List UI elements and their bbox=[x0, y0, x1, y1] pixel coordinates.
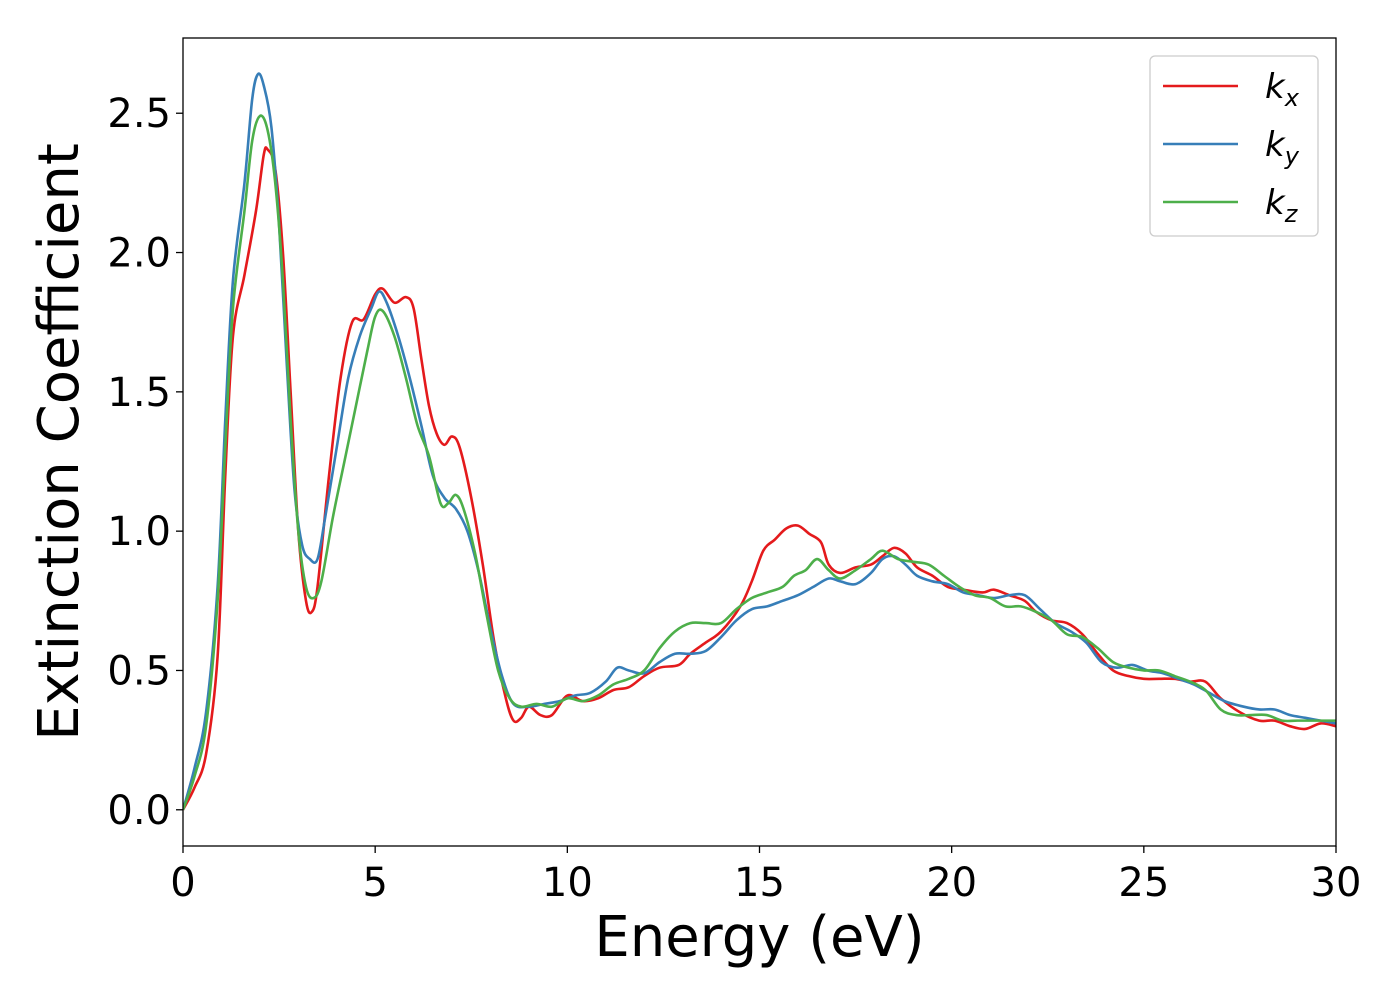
y-tick-label: 2.0 bbox=[107, 231, 171, 277]
y-axis-title: Extinction Coefficient bbox=[27, 143, 92, 741]
x-tick-label: 5 bbox=[362, 860, 387, 906]
series-line-x bbox=[183, 146, 1336, 811]
y-tick-label: 0.5 bbox=[107, 648, 171, 694]
legend-box bbox=[1149, 55, 1319, 237]
x-axis: 0 5 10 15 20 25 30 bbox=[170, 846, 1361, 906]
y-tick-label: 1.0 bbox=[107, 509, 171, 555]
y-tick-label: 0.0 bbox=[107, 788, 171, 834]
legend-label-base: k bbox=[1265, 125, 1286, 165]
y-tick-label: 2.5 bbox=[107, 91, 171, 137]
series-line-z bbox=[183, 114, 1336, 811]
legend-label-base: k bbox=[1265, 183, 1286, 223]
legend-label-x: kx bbox=[1265, 67, 1300, 112]
legend-label-z: kz bbox=[1265, 183, 1299, 228]
legend-label-subscript: z bbox=[1284, 200, 1299, 228]
legend-label-base: k bbox=[1265, 67, 1286, 107]
x-tick-label: 30 bbox=[1311, 860, 1362, 906]
x-tick-label: 25 bbox=[1118, 860, 1169, 906]
x-tick-label: 0 bbox=[170, 860, 195, 906]
y-tick-label: 1.5 bbox=[107, 370, 171, 416]
series-layer bbox=[183, 72, 1336, 811]
legend-label-subscript: y bbox=[1284, 142, 1300, 170]
x-tick-label: 20 bbox=[926, 860, 977, 906]
y-axis: 0.0 0.5 1.0 1.5 2.0 2.5 bbox=[107, 91, 183, 834]
x-tick-label: 15 bbox=[734, 860, 785, 906]
legend-label-y: ky bbox=[1265, 125, 1300, 170]
x-axis-title: Energy (eV) bbox=[594, 905, 924, 970]
x-tick-label: 10 bbox=[542, 860, 593, 906]
legend-label-subscript: x bbox=[1284, 84, 1300, 112]
